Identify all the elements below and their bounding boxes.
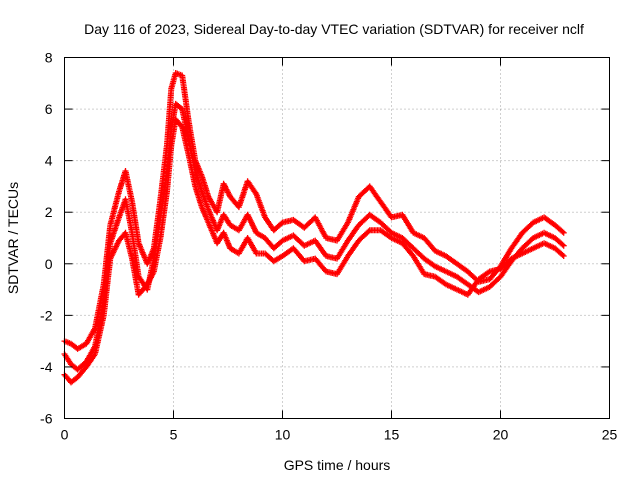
y-tick-label: -2 [40, 307, 53, 323]
y-tick-label: 2 [45, 204, 53, 220]
y-tick-label: -6 [40, 411, 53, 427]
x-tick-label: 20 [493, 427, 509, 443]
data-point [560, 229, 567, 236]
axis-ticks: 0 5 10 15 20 25 -6 -4 -2 0 2 4 6 8 [40, 50, 617, 443]
data-point [559, 251, 566, 258]
gridlines [64, 57, 610, 419]
y-axis-label: SDTVAR / TECUs [5, 182, 21, 294]
data-point [560, 242, 567, 249]
series-track-a [61, 70, 567, 352]
x-tick-label: 5 [170, 427, 178, 443]
y-tick-label: 0 [45, 256, 53, 272]
data-point [560, 253, 567, 259]
plot-frame [64, 57, 610, 419]
x-axis-label: GPS time / hours [284, 457, 391, 473]
chart-title: Day 116 of 2023, Sidereal Day-to-day VTE… [84, 21, 584, 37]
y-tick-label: 4 [45, 153, 53, 169]
data-point [365, 228, 372, 235]
x-tick-label: 15 [384, 427, 400, 443]
x-tick-label: 0 [61, 427, 69, 443]
data-point [559, 228, 566, 235]
x-tick-label: 10 [275, 427, 291, 443]
y-tick-label: -4 [40, 359, 53, 375]
y-tick-label: 6 [45, 101, 53, 117]
data-point [559, 241, 566, 248]
x-tick-label: 25 [602, 427, 618, 443]
data-points [61, 70, 567, 386]
series-track-c [61, 116, 567, 386]
y-tick-label: 8 [45, 50, 53, 66]
